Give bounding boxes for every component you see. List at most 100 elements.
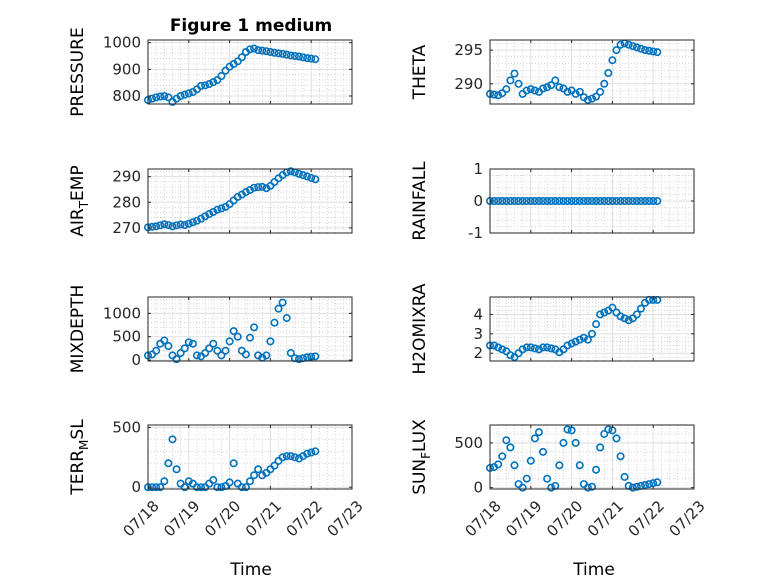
data-point bbox=[534, 345, 543, 354]
data-point bbox=[192, 351, 201, 360]
axes-box bbox=[147, 39, 353, 105]
data-point bbox=[522, 343, 531, 352]
data-point bbox=[616, 40, 625, 49]
axes-box bbox=[489, 296, 695, 362]
data-point bbox=[250, 44, 259, 53]
data-point bbox=[502, 197, 511, 206]
data-point bbox=[600, 308, 609, 317]
data-point bbox=[567, 339, 576, 348]
data-point bbox=[530, 197, 539, 206]
data-point bbox=[596, 87, 605, 96]
data-point bbox=[311, 352, 320, 361]
data-point bbox=[160, 92, 169, 101]
y-tick-label: 500 bbox=[112, 418, 141, 436]
data-point bbox=[282, 50, 291, 59]
data-point bbox=[229, 327, 238, 336]
y-tick-label: 0 bbox=[473, 479, 483, 497]
data-point bbox=[490, 341, 499, 350]
data-point bbox=[180, 344, 189, 353]
x-tick-label: 07/23 bbox=[323, 497, 366, 540]
data-point bbox=[645, 197, 654, 206]
data-point bbox=[620, 472, 629, 481]
data-point bbox=[172, 221, 181, 230]
x-tick-label: 07/20 bbox=[543, 497, 586, 540]
data-point bbox=[311, 447, 320, 456]
data-point bbox=[254, 46, 263, 55]
data-point bbox=[307, 54, 316, 63]
data-point bbox=[583, 197, 592, 206]
data-point bbox=[221, 346, 230, 355]
data-point bbox=[209, 476, 218, 485]
axes-theta: 290 295 THETA bbox=[410, 39, 695, 105]
x-tick-label: 07/22 bbox=[283, 497, 326, 540]
y-tick-label: 900 bbox=[112, 60, 141, 78]
y-tick-label: 280 bbox=[112, 193, 141, 211]
data-point bbox=[217, 483, 226, 492]
data-point bbox=[596, 197, 605, 206]
data-point bbox=[514, 197, 523, 206]
data-point bbox=[241, 188, 250, 197]
data-point bbox=[188, 339, 197, 348]
data-point bbox=[274, 304, 283, 313]
data-point bbox=[645, 46, 654, 55]
data-point bbox=[160, 220, 169, 229]
data-point bbox=[250, 471, 259, 480]
data-point bbox=[221, 66, 230, 75]
data-point bbox=[522, 197, 531, 206]
data-point bbox=[616, 312, 625, 321]
y-tick-label: 270 bbox=[112, 219, 141, 237]
data-point bbox=[286, 167, 295, 176]
data-point bbox=[184, 219, 193, 228]
data-point bbox=[526, 85, 535, 94]
data-point bbox=[628, 197, 637, 206]
data-point bbox=[241, 483, 250, 492]
data-point bbox=[246, 477, 255, 486]
data-point bbox=[270, 318, 279, 327]
data-point bbox=[217, 72, 226, 81]
data-point bbox=[587, 482, 596, 491]
data-point bbox=[604, 425, 613, 434]
data-point bbox=[278, 298, 287, 307]
data-point bbox=[620, 197, 629, 206]
data-point bbox=[237, 53, 246, 62]
x-tick-label: 07/23 bbox=[665, 497, 708, 540]
data-point bbox=[575, 87, 584, 96]
data-point bbox=[592, 197, 601, 206]
y-tick-label: 0 bbox=[131, 351, 141, 369]
data-point bbox=[628, 483, 637, 492]
data-point bbox=[237, 483, 246, 492]
data-point bbox=[600, 79, 609, 88]
data-point bbox=[518, 483, 527, 492]
y-axis-label: TERRMSL bbox=[68, 419, 91, 496]
data-point bbox=[205, 210, 214, 219]
y-tick-label: 295 bbox=[454, 41, 483, 59]
data-point bbox=[498, 197, 507, 206]
data-point bbox=[632, 310, 641, 319]
data-point bbox=[192, 483, 201, 492]
data-point bbox=[522, 474, 531, 483]
y-tick-label: 1 bbox=[473, 160, 483, 178]
data-point bbox=[180, 90, 189, 99]
data-point bbox=[180, 483, 189, 492]
data-point bbox=[213, 205, 222, 214]
data-point bbox=[311, 55, 320, 64]
data-point bbox=[225, 337, 234, 346]
data-point bbox=[156, 92, 165, 101]
data-point bbox=[506, 197, 515, 206]
data-point bbox=[164, 459, 173, 468]
data-point bbox=[583, 483, 592, 492]
data-point bbox=[201, 81, 210, 90]
data-point bbox=[152, 222, 161, 231]
data-point bbox=[262, 351, 271, 360]
data-point bbox=[539, 343, 548, 352]
data-point bbox=[152, 483, 161, 492]
x-axis-label-left: Time bbox=[229, 560, 272, 580]
data-point bbox=[303, 172, 312, 181]
y-axis-label: AIRTEMP bbox=[68, 165, 91, 236]
data-point bbox=[624, 316, 633, 325]
data-point bbox=[282, 314, 291, 323]
x-tick-label: 07/18 bbox=[119, 497, 162, 540]
data-point bbox=[502, 436, 511, 445]
